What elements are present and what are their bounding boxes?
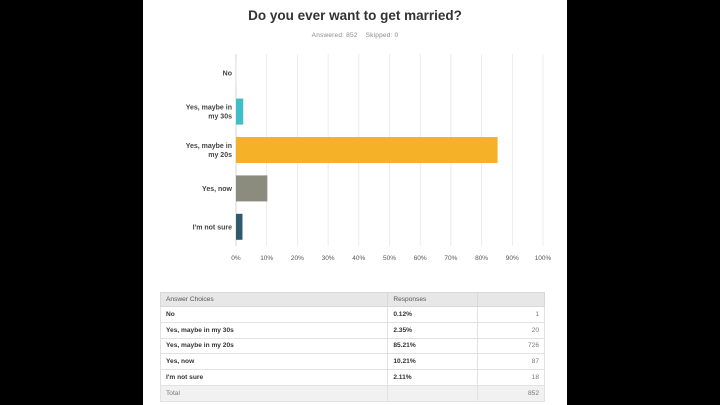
row-percent: 10.21%: [387, 353, 479, 371]
row-choice: I'm not sure: [159, 369, 389, 386]
bar: [236, 137, 498, 163]
total-count: 852: [477, 384, 545, 402]
table-header-row: Answer Choices Responses: [159, 292, 545, 307]
bar: [236, 98, 244, 125]
answered-count: Answered: 852: [311, 32, 358, 39]
skipped-count: Skipped: 0: [365, 32, 399, 39]
response-stats: Answered: 852 Skipped: 0: [143, 32, 567, 39]
row-count: 87: [477, 353, 545, 371]
x-tick-label: 70%: [444, 255, 457, 262]
header-answer-choices: Answer Choices: [159, 292, 389, 307]
row-count: 726: [477, 337, 545, 355]
row-count: 20: [477, 321, 545, 339]
row-count: 18: [477, 369, 545, 386]
bar: [236, 175, 268, 202]
survey-panel: Do you ever want to get married? Answere…: [143, 0, 567, 405]
x-tick-label: 80%: [475, 255, 488, 262]
category-label: Yes, now: [202, 186, 233, 193]
header-count: [477, 292, 545, 307]
table-row: No 0.12% 1: [159, 306, 545, 323]
row-percent: 2.11%: [387, 369, 479, 386]
bar: [236, 60, 237, 87]
table-row: I'm not sure 2.11% 18: [159, 369, 545, 386]
response-table: Answer Choices Responses No 0.12% 1 Yes,…: [159, 292, 545, 402]
table-row: Yes, maybe in my 20s 85.21% 726: [159, 337, 545, 355]
x-tick-label: 20%: [291, 255, 304, 262]
category-label: Yes, maybe in my 30s: [186, 105, 232, 121]
row-choice: Yes, maybe in my 30s: [159, 321, 389, 339]
row-choice: Yes, maybe in my 20s: [159, 337, 389, 355]
table-total-row: Total 852: [159, 384, 545, 402]
table-row: Yes, now 10.21% 87: [159, 353, 545, 371]
category-label: No: [223, 71, 232, 78]
chart-title: Do you ever want to get married?: [248, 8, 462, 23]
row-choice: No: [159, 306, 389, 323]
header-responses: Responses: [387, 292, 479, 307]
total-percent: [387, 384, 479, 402]
row-choice: Yes, now: [159, 353, 389, 371]
row-percent: 0.12%: [387, 306, 479, 323]
x-tick-label: 40%: [352, 255, 365, 262]
x-tick-label: 10%: [260, 255, 273, 262]
category-label: Yes, maybe in my 20s: [186, 143, 232, 159]
x-tick-label: 90%: [506, 255, 519, 262]
x-tick-label: 30%: [322, 255, 335, 262]
x-tick-label: 0%: [231, 255, 241, 262]
x-tick-label: 100%: [535, 255, 552, 262]
x-tick-label: 50%: [383, 255, 396, 262]
category-label: I'm not sure: [193, 224, 232, 231]
bar-chart: 0% 10% 20% 30% 40% 50% 60% 70% 80% 90% 100% No Yes, …: [186, 54, 552, 262]
row-percent: 2.35%: [387, 321, 479, 339]
row-count: 1: [477, 306, 545, 323]
bar: [236, 213, 243, 240]
table-row: Yes, maybe in my 30s 2.35% 20: [159, 321, 545, 339]
total-label: Total: [159, 384, 389, 402]
row-percent: 85.21%: [387, 337, 479, 355]
x-tick-label: 60%: [414, 255, 427, 262]
